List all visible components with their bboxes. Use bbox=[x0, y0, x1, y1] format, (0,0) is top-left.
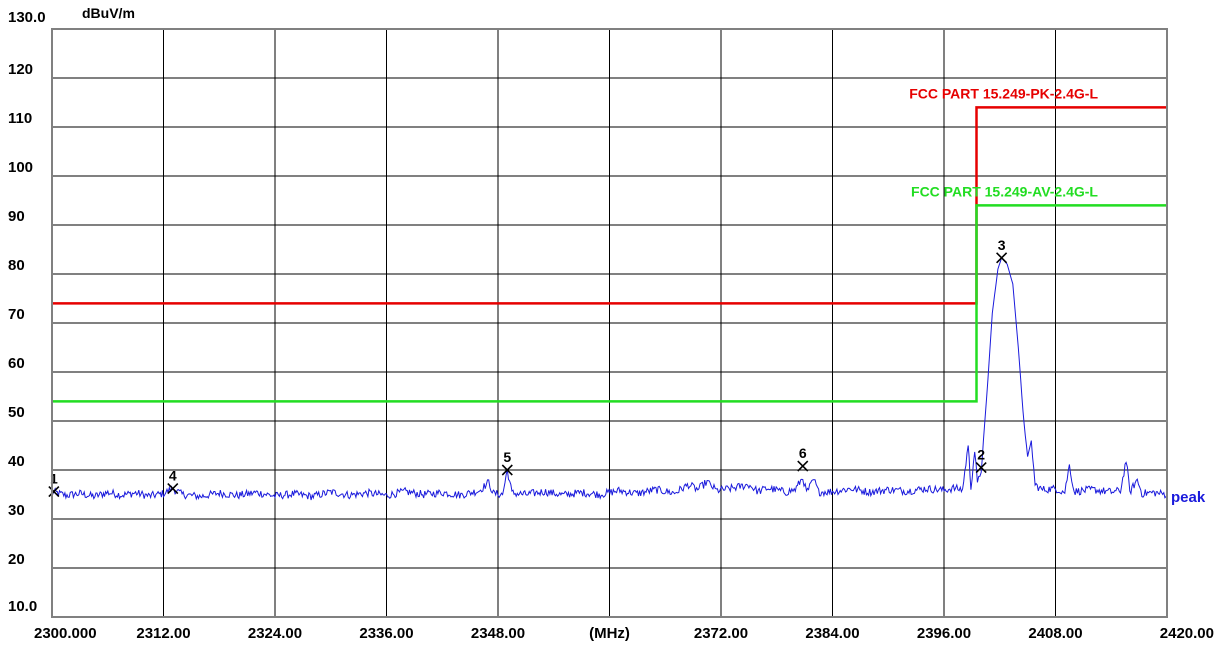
grid-lines bbox=[52, 29, 1167, 617]
x-tick-label: 2348.00 bbox=[471, 625, 525, 642]
y-tick-label: 120 bbox=[8, 61, 33, 78]
markers: 1 2 3 4 5 6 bbox=[48, 237, 1008, 498]
y-tick-label: 60 bbox=[8, 355, 25, 372]
y-tick-label: 110 bbox=[8, 110, 32, 127]
limit-line-label: FCC PART 15.249-PK-2.4G-L bbox=[909, 85, 1098, 101]
y-tick-label: 130.0 bbox=[8, 9, 46, 26]
x-tick-label: 2336.00 bbox=[359, 625, 413, 642]
y-tick-label: 90 bbox=[8, 208, 25, 225]
marker-1: 1 bbox=[48, 471, 60, 498]
marker-label: 5 bbox=[503, 449, 511, 465]
x-tick-label: 2420.00 bbox=[1160, 625, 1214, 642]
x-tick-label: (MHz) bbox=[589, 625, 630, 642]
marker-cross bbox=[167, 483, 179, 495]
y-tick-label: 50 bbox=[8, 404, 25, 421]
marker-4: 4 bbox=[167, 468, 179, 495]
x-tick-label: 2300.000 bbox=[34, 625, 97, 642]
marker-3: 3 bbox=[996, 237, 1008, 264]
plot-border bbox=[51, 28, 1168, 618]
x-tick-label: 2396.00 bbox=[917, 625, 971, 642]
y-tick-label: 70 bbox=[8, 306, 25, 323]
peak-trace: peak bbox=[51, 256, 1206, 506]
y-tick-label: 100 bbox=[8, 159, 33, 176]
marker-5: 5 bbox=[501, 449, 513, 476]
marker-label: 2 bbox=[977, 447, 985, 463]
marker-2: 2 bbox=[975, 447, 987, 474]
marker-label: 4 bbox=[169, 468, 177, 484]
marker-label: 6 bbox=[799, 445, 807, 461]
marker-6: 6 bbox=[797, 445, 809, 472]
limit-line-label: FCC PART 15.249-AV-2.4G-L bbox=[911, 183, 1098, 199]
x-tick-label: 2324.00 bbox=[248, 625, 302, 642]
x-tick-label: 2384.00 bbox=[805, 625, 859, 642]
marker-cross bbox=[48, 485, 60, 498]
marker-cross bbox=[975, 461, 987, 474]
marker-label: 3 bbox=[998, 237, 1006, 253]
marker-cross bbox=[996, 252, 1008, 264]
y-axis-unit: dBuV/m bbox=[82, 5, 135, 21]
x-tick-label: 2408.00 bbox=[1028, 625, 1082, 642]
x-axis-tick-labels: 2300.000 2312.00 2324.00 2336.00 2348.00 (MHz… bbox=[34, 625, 1214, 642]
y-tick-label: 30 bbox=[8, 502, 25, 519]
peak-trace-line bbox=[51, 256, 1168, 501]
limit-lines: FCC PART 15.249-PK-2.4G-L FCC PART 15.249… bbox=[52, 85, 1167, 403]
marker-cross bbox=[501, 464, 513, 476]
marker-label: 1 bbox=[50, 471, 58, 487]
trace-label: peak bbox=[1171, 489, 1206, 506]
y-tick-label: 20 bbox=[8, 551, 25, 568]
x-tick-label: 2312.00 bbox=[136, 625, 190, 642]
marker-cross bbox=[797, 460, 809, 472]
y-tick-label: 10.0 bbox=[8, 598, 37, 615]
y-tick-label: 80 bbox=[8, 257, 25, 274]
y-axis-tick-labels: 130.0 120 110 100 90 80 70 60 50 40 30 20 10.0 bbox=[8, 9, 46, 615]
limit-line bbox=[52, 204, 1167, 403]
y-tick-label: 40 bbox=[8, 453, 25, 470]
x-tick-label: 2372.00 bbox=[694, 625, 748, 642]
